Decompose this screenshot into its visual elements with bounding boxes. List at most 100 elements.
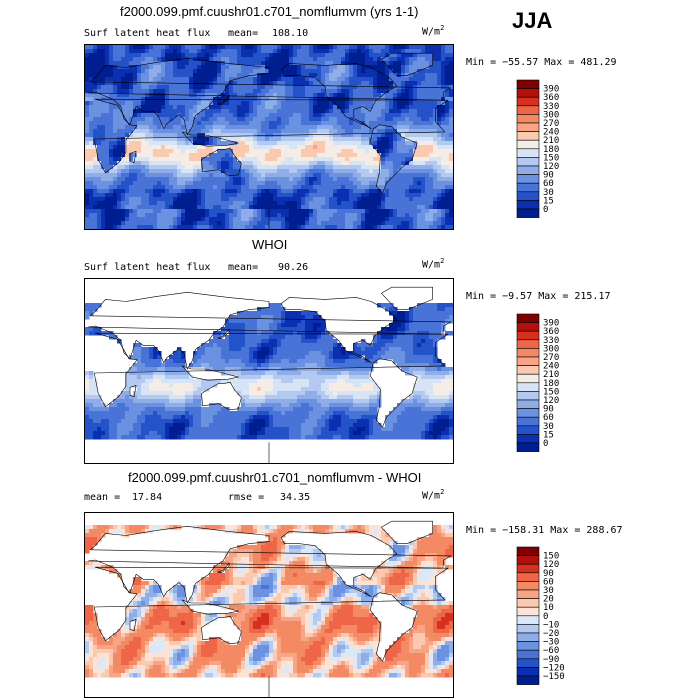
- colorbar-swatch: [516, 606, 540, 617]
- panel-1-colorbar: 390 360 330 300 270 240 210 180 150 120 90 60 30 15 0: [516, 79, 577, 224]
- panel-1-map-field: [85, 45, 453, 229]
- colorbar-tick-label: 10: [543, 603, 554, 613]
- colorbar-swatch: [516, 131, 540, 141]
- colorbar-tick-label: 390: [543, 85, 559, 95]
- colorbar-tick-label: 330: [543, 102, 559, 112]
- colorbar-swatch: [516, 191, 540, 201]
- colorbar-swatch: [516, 425, 540, 435]
- coastlines: [87, 520, 452, 697]
- colorbar-swatch: [516, 632, 540, 642]
- colorbar-tick-label: 120: [543, 396, 559, 406]
- colorbar-tick-label: 15: [543, 430, 554, 440]
- panel-2-colorbar: 390 360 330 300 270 240 210 180 150 120 90 60 30 15 0: [516, 313, 577, 458]
- colorbar-swatch: [516, 391, 540, 401]
- colorbar-tick-label: 240: [543, 362, 559, 372]
- colorbar-swatch: [516, 330, 540, 341]
- colorbar-swatch: [516, 322, 540, 332]
- colorbar-tick-label: 90: [543, 171, 554, 181]
- colorbar-swatch: [516, 79, 540, 89]
- colorbar-swatch: [516, 365, 540, 375]
- panel-2-map: [84, 278, 454, 464]
- colorbar-swatch: [516, 157, 540, 167]
- colorbar-swatch: [516, 139, 540, 150]
- colorbar-tick-label: 20: [543, 595, 554, 605]
- colorbar-swatch: [516, 563, 540, 574]
- colorbar-tick-label: −150: [543, 672, 565, 682]
- colorbar-swatch: [516, 416, 540, 427]
- colorbar-tick-label: −90: [543, 655, 559, 665]
- colorbar-tick-label: −60: [543, 646, 559, 656]
- colorbar-swatch: [516, 356, 540, 366]
- panel-1-variable-label: Surf latent heat flux: [84, 28, 211, 39]
- panel-3-minmax: Min = −158.31 Max = 288.67: [466, 525, 623, 536]
- colorbar-swatch: [516, 382, 540, 392]
- colorbar-swatch: [516, 313, 540, 323]
- colorbar-swatch: [516, 581, 540, 591]
- colorbar-tick-label: 360: [543, 93, 559, 103]
- panel-1-title: f2000.099.pmf.cuushr01.c701_nomflumvm (y…: [120, 4, 419, 19]
- colorbar-tick-label: 60: [543, 413, 554, 423]
- colorbar-swatch: [516, 148, 540, 158]
- colorbar-swatch: [516, 373, 540, 384]
- colorbar-tick-label: 390: [543, 319, 559, 329]
- colorbar-swatch: [516, 348, 540, 358]
- panel-1-units: W/m2: [422, 24, 445, 38]
- panel-1-mean-value: 108.10: [272, 28, 309, 39]
- colorbar-swatch: [516, 442, 540, 452]
- colorbar-swatch: [516, 615, 540, 625]
- panel-3-title: f2000.099.pmf.cuushr01.c701_nomflumvm - …: [128, 470, 422, 485]
- panel-3-mean-value: 17.84: [132, 492, 163, 503]
- colorbar-swatch: [516, 572, 540, 582]
- colorbar-swatch: [516, 598, 540, 608]
- colorbar-tick-label: 180: [543, 145, 559, 155]
- coastlines: [87, 286, 452, 463]
- colorbar-tick-label: 330: [543, 336, 559, 346]
- colorbar-swatch: [516, 122, 540, 132]
- map-field-cells: [85, 303, 453, 440]
- panel-2-minmax: Min = −9.57 Max = 215.17: [466, 291, 611, 302]
- colorbar-swatch: [516, 339, 540, 349]
- colorbar-tick-label: 210: [543, 136, 559, 146]
- colorbar-tick-label: 15: [543, 196, 554, 206]
- colorbar-tick-label: 300: [543, 110, 559, 120]
- colorbar-swatch: [516, 434, 540, 444]
- colorbar-tick-label: 0: [543, 205, 548, 215]
- colorbar-swatch: [516, 624, 540, 634]
- colorbar-swatch: [516, 399, 540, 409]
- panel-3-units: W/m2: [422, 488, 445, 502]
- colorbar-tick-label: 270: [543, 119, 559, 129]
- colorbar-tick-label: 240: [543, 128, 559, 138]
- colorbar-swatch: [516, 182, 540, 193]
- panel-2-title: WHOI: [252, 237, 288, 252]
- panel-3-map: [84, 512, 454, 698]
- colorbar-swatch: [516, 641, 540, 651]
- colorbar-swatch: [516, 165, 540, 175]
- colorbar-swatch: [516, 589, 540, 599]
- colorbar-swatch: [516, 649, 540, 660]
- colorbar-tick-label: −20: [543, 629, 559, 639]
- panel-2-units: W/m2: [422, 257, 445, 271]
- panel-3-rmse-value: 34.35: [280, 492, 311, 503]
- colorbar-tick-label: 60: [543, 179, 554, 189]
- colorbar-tick-label: 360: [543, 327, 559, 337]
- panel-1-mean-label: mean=: [228, 28, 259, 39]
- panel-3-colorbar: 150 120 90 60 30 20 10 0 −10 −20 −30 −60 −90 −120 −150: [516, 546, 577, 691]
- colorbar-swatch: [516, 114, 540, 124]
- colorbar-tick-label: −30: [543, 638, 559, 648]
- colorbar-swatch: [516, 675, 540, 685]
- colorbar-tick-label: 150: [543, 552, 559, 562]
- colorbar-tick-label: 270: [543, 353, 559, 363]
- colorbar-tick-label: 90: [543, 405, 554, 415]
- colorbar-tick-label: 120: [543, 162, 559, 172]
- colorbar-swatch: [516, 408, 540, 418]
- colorbar-swatch: [516, 174, 540, 184]
- panel-2-variable-label: Surf latent heat flux: [84, 262, 211, 273]
- colorbar-tick-label: 0: [543, 612, 548, 622]
- colorbar-swatch: [516, 88, 540, 98]
- colorbar-swatch: [516, 555, 540, 565]
- colorbar-tick-label: −120: [543, 663, 565, 673]
- panel-1-map: [84, 44, 454, 230]
- panel-2-mean-label: mean=: [228, 262, 259, 273]
- colorbar-tick-label: 30: [543, 422, 554, 432]
- colorbar-swatch: [516, 96, 540, 107]
